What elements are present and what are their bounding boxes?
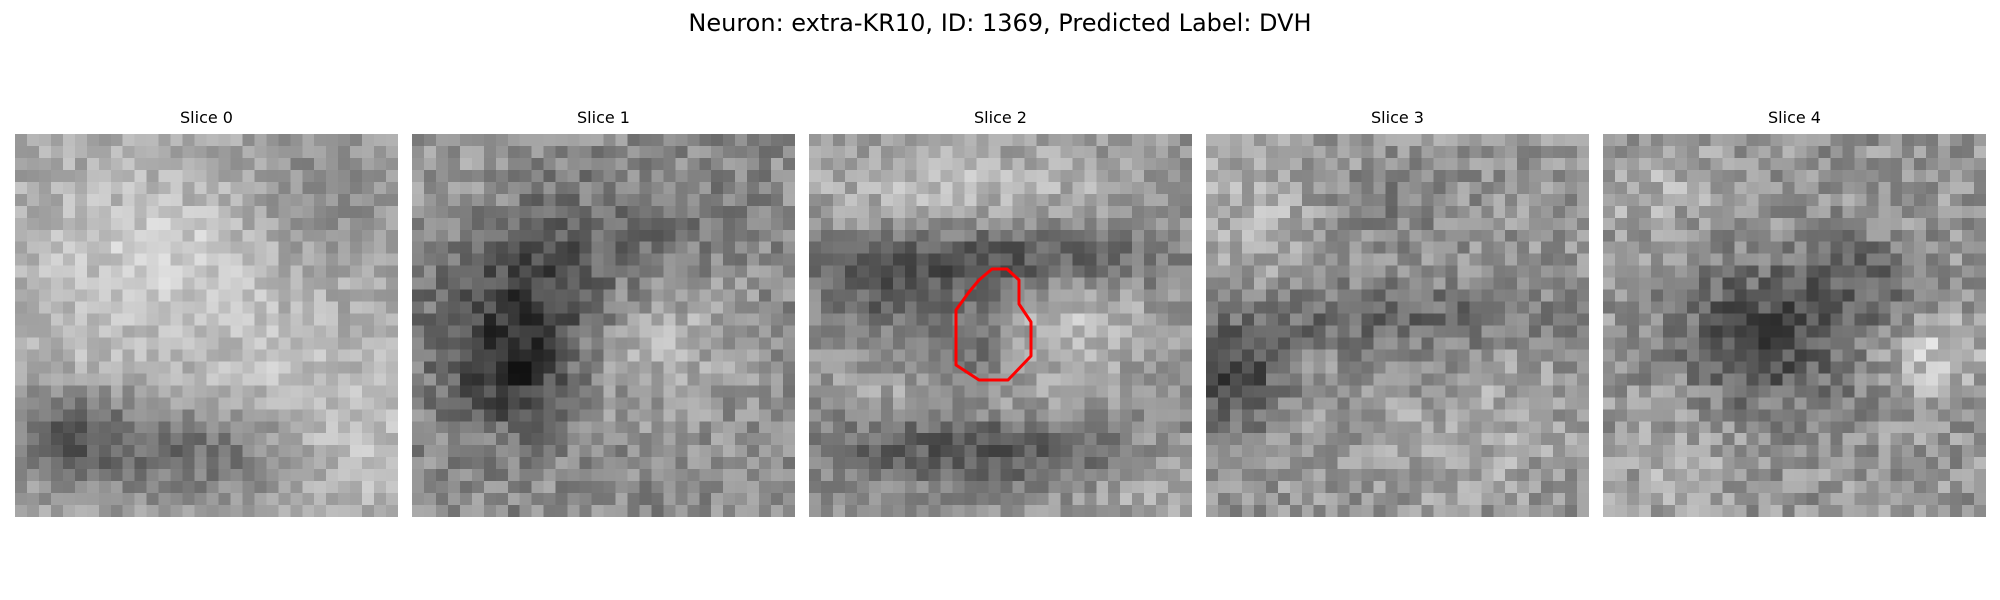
slice-title-2: Slice 2	[974, 108, 1027, 127]
slice-image-4	[1603, 134, 1986, 517]
slice-title-4: Slice 4	[1768, 108, 1821, 127]
slice-title-3: Slice 3	[1371, 108, 1424, 127]
slice-image-0	[15, 134, 398, 517]
slice-title-0: Slice 0	[180, 108, 233, 127]
slice-image-3	[1206, 134, 1589, 517]
slice-image-1	[412, 134, 795, 517]
figure-title: Neuron: extra-KR10, ID: 1369, Predicted …	[688, 9, 1312, 37]
slice-image-2	[809, 134, 1192, 517]
slice-title-1: Slice 1	[577, 108, 630, 127]
